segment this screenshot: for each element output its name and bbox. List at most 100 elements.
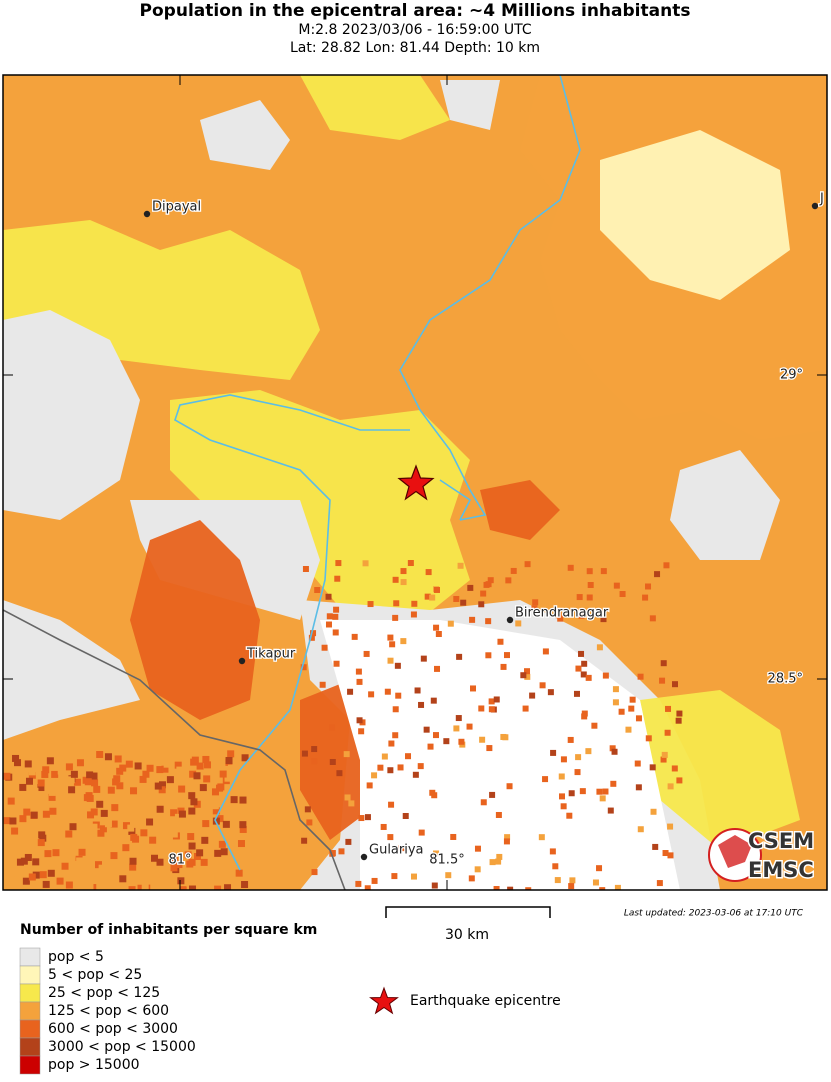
legend: pop < 5 5 < pop < 25 25 < pop < 125 125 < p…: [19, 947, 196, 1075]
pop-cell: [596, 644, 603, 651]
pop-cell: [200, 858, 208, 866]
pop-cell: [23, 808, 31, 816]
pop-cell: [203, 846, 211, 854]
pop-cell: [455, 715, 462, 722]
pop-cell: [235, 869, 243, 877]
pop-cell: [602, 672, 609, 679]
pop-cell: [487, 577, 494, 584]
pop-cell: [48, 793, 56, 801]
pop-cell: [586, 568, 593, 575]
legend-title: Number of inhabitants per square km: [20, 922, 317, 938]
pop-cell: [52, 849, 60, 857]
pop-cell: [19, 815, 27, 823]
empty-area: [320, 620, 680, 890]
pop-cell: [488, 706, 495, 713]
pop-cell: [524, 673, 531, 680]
pop-cell: [414, 687, 421, 694]
pop-cell: [156, 858, 164, 866]
pop-cell: [141, 884, 149, 890]
pop-cell: [531, 605, 538, 612]
pop-cell: [178, 785, 186, 793]
pop-cell: [51, 881, 59, 889]
lat-label: 28.5°: [768, 672, 803, 687]
pop-cell: [166, 776, 174, 784]
pop-cell: [425, 569, 432, 576]
pop-cell: [524, 668, 531, 675]
pop-cell: [542, 648, 549, 655]
pop-cell: [91, 779, 99, 787]
pop-cell: [524, 561, 531, 568]
pop-cell: [96, 751, 104, 759]
legend-label: 5 < pop < 25: [48, 967, 142, 983]
pop-cell: [188, 807, 196, 815]
pop-cell: [338, 848, 345, 855]
legend-label: 600 < pop < 3000: [48, 1021, 178, 1037]
pop-cell: [96, 800, 104, 808]
pop-cell: [69, 823, 77, 831]
pop-cell: [304, 806, 311, 813]
pop-cell: [175, 861, 183, 869]
pop-cell: [329, 724, 336, 731]
pop-cell: [142, 770, 150, 778]
pop-cell: [407, 560, 414, 567]
pop-cell: [467, 584, 474, 591]
pop-cell: [453, 725, 460, 732]
pop-cell: [65, 830, 73, 838]
pop-cell: [410, 611, 417, 618]
pop-cell: [84, 778, 92, 786]
logo-text: CSEM: [748, 829, 814, 853]
pop-cell: [73, 778, 81, 786]
pop-cell: [61, 862, 69, 870]
city-dot: [360, 853, 368, 861]
pop-cell: [568, 883, 575, 890]
legend-swatch: [19, 947, 41, 967]
pop-cell: [37, 839, 45, 847]
pop-cell: [321, 644, 328, 651]
pop-cell: [613, 582, 620, 589]
lon-label: 81°: [168, 853, 191, 868]
pop-cell: [137, 884, 145, 890]
population-area: [300, 75, 450, 140]
pop-cell: [150, 854, 158, 862]
pop-cell: [189, 770, 197, 778]
pop-cell: [400, 638, 407, 645]
pop-cell: [576, 594, 583, 601]
pop-cell: [188, 792, 196, 800]
pop-cell: [418, 829, 425, 836]
legend-swatch: [19, 1055, 41, 1075]
pop-cell: [434, 665, 441, 672]
pop-cell: [384, 688, 391, 695]
city-label: Gulariya: [369, 843, 424, 858]
pop-cell: [667, 852, 674, 859]
pop-cell: [113, 775, 121, 783]
pop-cell: [389, 641, 396, 648]
pop-cell: [388, 740, 395, 747]
pop-cell: [335, 560, 342, 567]
pop-cell: [214, 849, 222, 857]
pop-cell: [392, 614, 399, 621]
population-area: [440, 80, 500, 130]
pop-cell: [216, 784, 224, 792]
pop-cell: [507, 886, 514, 890]
pop-cell: [65, 881, 73, 889]
lon-label: 81.5°: [429, 853, 464, 868]
pop-cell: [301, 837, 308, 844]
pop-cell: [224, 884, 232, 890]
pop-cell: [567, 564, 574, 571]
pop-cell: [618, 708, 625, 715]
pop-cell: [568, 790, 575, 797]
pop-cell: [68, 786, 76, 794]
pop-cell: [450, 833, 457, 840]
pop-cell: [48, 788, 56, 796]
pop-cell: [585, 748, 592, 755]
pop-cell: [493, 696, 500, 703]
pop-cell: [656, 880, 663, 887]
pop-cell: [634, 760, 641, 767]
pop-cell: [19, 783, 27, 791]
pop-cell: [435, 631, 442, 638]
pop-cell: [46, 757, 54, 765]
pop-cell: [635, 784, 642, 791]
pop-cell: [649, 764, 656, 771]
pop-cell: [104, 753, 112, 761]
